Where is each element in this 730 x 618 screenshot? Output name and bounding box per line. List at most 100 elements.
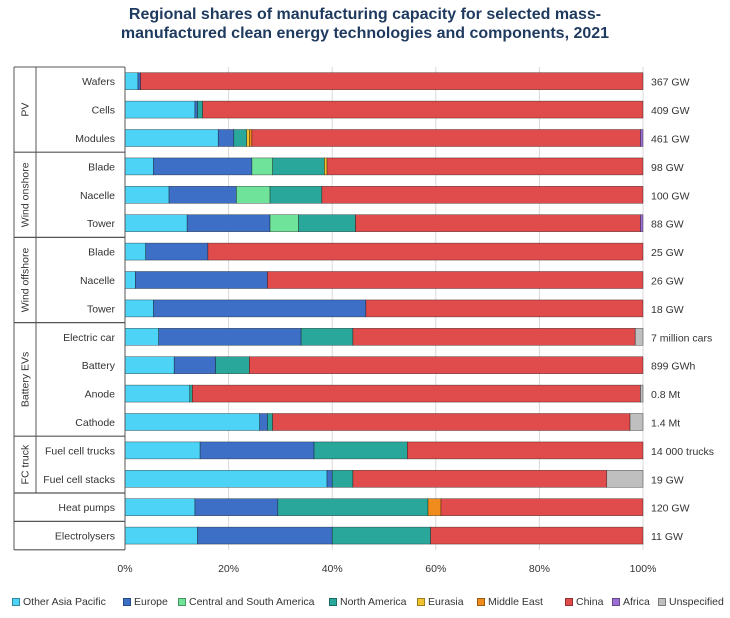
bar-segment <box>233 129 248 147</box>
legend-swatch <box>417 598 425 606</box>
legend-swatch <box>658 598 666 606</box>
category-label: Tower <box>87 218 116 230</box>
total-label: 18 GW <box>651 304 684 316</box>
bar-segment <box>124 413 260 431</box>
category-label: Blade <box>88 161 115 173</box>
legend-label: Africa <box>623 596 650 608</box>
bar-segment <box>145 242 209 261</box>
bar-segment <box>324 157 328 176</box>
bar-segment <box>135 271 268 289</box>
bar-segment <box>352 469 608 488</box>
legend-item: North America <box>329 596 407 608</box>
x-tick-label: 0% <box>117 563 132 575</box>
bar-segment <box>124 498 196 517</box>
legend-label: Unspecified <box>669 596 724 608</box>
category-label: Heat pumps <box>58 502 115 514</box>
category-label: Anode <box>85 389 116 401</box>
legend-swatch <box>612 598 620 606</box>
group-label: FC truck <box>20 444 32 484</box>
bar-segment <box>326 157 644 176</box>
bar-segment <box>186 214 271 232</box>
category-label: Electrolysers <box>55 531 115 543</box>
bar-segment <box>298 214 356 232</box>
bar-segment <box>124 469 328 488</box>
legend-label: Other Asia Pacific <box>23 596 106 608</box>
bar-segment <box>407 441 644 460</box>
total-label: 120 GW <box>651 503 690 515</box>
bar-segment <box>269 186 323 204</box>
bar-segment <box>153 157 253 176</box>
x-tick-label: 40% <box>322 563 343 575</box>
category-label: Battery <box>82 360 116 372</box>
bar-segment <box>153 299 367 318</box>
bar-segment <box>215 356 250 375</box>
bar-segment <box>124 100 196 119</box>
group-label: PV <box>20 103 32 117</box>
bar-segment <box>173 356 216 375</box>
bar-segment <box>634 327 644 346</box>
bar-segment <box>352 327 636 346</box>
legend-item: China <box>565 596 603 608</box>
legend-label: Europe <box>134 596 168 608</box>
bar-segment <box>321 186 644 204</box>
bar-segment <box>124 441 201 460</box>
group-label: Wind onshore <box>20 162 32 227</box>
category-label: Fuel cell trucks <box>45 445 115 457</box>
legend-item: Africa <box>612 596 650 608</box>
bar-segment <box>124 157 154 176</box>
bar-segment <box>430 526 644 545</box>
bar-segment <box>168 186 237 204</box>
legend-label: Central and South America <box>189 596 315 608</box>
bar-segment <box>251 129 641 147</box>
total-label: 367 GW <box>651 77 690 89</box>
bar-segment <box>199 441 315 460</box>
x-tick-label: 60% <box>425 563 446 575</box>
bar-segment <box>197 526 333 545</box>
bar-segment <box>124 129 219 147</box>
bar-segment <box>629 413 644 431</box>
bar-segment <box>124 72 139 90</box>
total-label: 14 000 trucks <box>651 446 714 458</box>
chart-legend: Other Asia Pacific Europe Central and Sout… <box>12 596 727 612</box>
legend-label: Eurasia <box>428 596 464 608</box>
x-tick-label: 20% <box>218 563 239 575</box>
category-label: Cells <box>92 105 115 117</box>
legend-label: North America <box>340 596 407 608</box>
legend-item: Middle East <box>477 596 543 608</box>
bar-segment <box>331 469 354 488</box>
bar-segment <box>124 299 154 318</box>
category-label: Tower <box>87 303 116 315</box>
bar-segment <box>207 242 644 261</box>
x-tick-label: 100% <box>630 563 657 575</box>
bar-segment <box>217 129 235 147</box>
bar-segment <box>272 413 631 431</box>
category-label: Modules <box>75 133 115 145</box>
bar-segment <box>251 157 273 176</box>
total-label: 1.4 Mt <box>651 418 680 430</box>
bar-segment <box>440 498 644 517</box>
total-label: 0.8 Mt <box>651 389 680 401</box>
bar-segment <box>365 299 644 318</box>
bar-segment <box>331 526 431 545</box>
bar-segment <box>137 72 141 90</box>
bar-segment <box>249 356 644 375</box>
bar-segment <box>606 469 644 488</box>
legend-swatch <box>477 598 485 606</box>
legend-label: China <box>576 596 604 608</box>
bar-segment <box>313 441 408 460</box>
total-label: 88 GW <box>651 219 684 231</box>
bar-segment <box>124 186 170 204</box>
bar-segment <box>124 271 136 289</box>
bar-segment <box>246 129 250 147</box>
legend-swatch <box>178 598 186 606</box>
bar-segment <box>202 100 644 119</box>
category-label: Cathode <box>75 417 115 429</box>
legend-swatch <box>123 598 131 606</box>
total-label: 409 GW <box>651 105 690 117</box>
bar-segment <box>124 384 191 403</box>
bar-segment <box>640 129 644 147</box>
bar-segment <box>124 242 147 261</box>
bar-segment <box>249 129 253 147</box>
bar-segment <box>194 100 198 119</box>
bar-segment <box>640 214 644 232</box>
